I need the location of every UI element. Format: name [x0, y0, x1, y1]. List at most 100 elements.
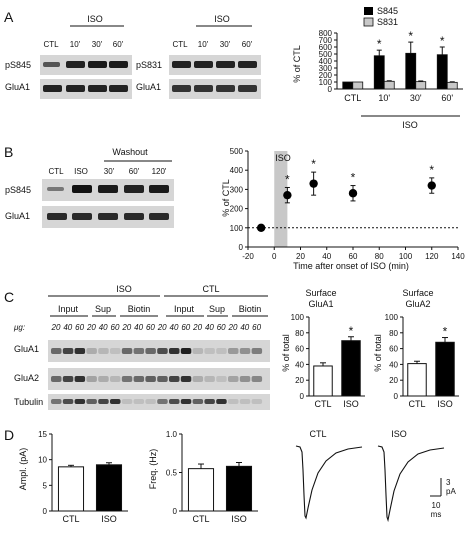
chart-c1-title-1: Surface: [305, 288, 336, 298]
panel-letter-b: B: [4, 144, 13, 160]
chart-a-ytick-label: 700: [319, 36, 333, 45]
legend-swatch-s831: [363, 17, 374, 27]
blotc-band: [239, 348, 251, 354]
blotc-band: [192, 348, 204, 354]
blotc-band: [121, 348, 133, 354]
chart-d1-ytick-label: 15: [38, 430, 47, 439]
chart-b-ytick-label: 0: [239, 243, 244, 252]
blotc-band: [62, 399, 74, 404]
blotc-ug-value: 60: [252, 323, 261, 332]
chart-b-sig-star: *: [285, 172, 290, 186]
blot2-lane-30: 30': [220, 40, 231, 49]
blotb-group-label: Washout: [112, 147, 148, 157]
chart-a-sig-star: *: [440, 34, 445, 48]
blotc-band: [62, 348, 74, 354]
blotb-lane-iso: ISO: [74, 167, 88, 176]
chart-a-sig-star: *: [408, 29, 413, 43]
chart-d1-ytick-label: 5: [43, 481, 48, 490]
chart-b-xlabel: Time after onset of ISO (min): [293, 261, 409, 271]
blotc-band: [157, 399, 168, 404]
chart-c1-ytick-label: 40: [295, 360, 304, 369]
chart-d2-ytick-label: 0: [173, 507, 178, 516]
blot1-lane-ctl: CTL: [43, 40, 59, 49]
blotc-band: [228, 348, 239, 354]
chart-a-xcat: CTL: [344, 93, 361, 103]
blotc-row-glua1: GluA1: [14, 344, 39, 354]
blotb-lane-ctl: CTL: [48, 167, 64, 176]
blotc-ug-value: 40: [170, 323, 179, 332]
legend-label-s845: S845: [377, 6, 398, 16]
chart-c1: Surface GluA1 % of total 0 20 40 60 80 100 CTL…: [281, 288, 365, 409]
chart-b: % of CTL Time after onset of ISO (min) I…: [221, 147, 465, 271]
blotc-sub-sup-iso: Sup: [95, 304, 111, 314]
blot2-row-ps831: pS831: [136, 60, 162, 70]
blotc-band: [51, 348, 62, 354]
chart-d1-xcat: ISO: [101, 514, 117, 524]
chart-c1-xcat: CTL: [314, 399, 331, 409]
chart-c1-ytick-label: 60: [295, 345, 304, 354]
blotc-band: [145, 399, 156, 404]
chart-c1-xcat: ISO: [343, 399, 359, 409]
chart-c2-xcat: CTL: [408, 399, 425, 409]
chart-c1-sig-star: *: [349, 324, 354, 338]
chart-a-ytick-label: 500: [319, 50, 333, 59]
blot2-lane-ctl: CTL: [172, 40, 188, 49]
blotc-ug-value: 40: [205, 323, 214, 332]
chart-d1-xcat: CTL: [62, 514, 79, 524]
chart-d1-ytick-label: 0: [43, 507, 48, 516]
blotc-band: [133, 348, 145, 354]
blotc-band: [121, 399, 133, 404]
chart-a-legend: S845 S831: [363, 6, 398, 27]
chart-c2-ylabel: % of total: [373, 334, 383, 372]
blotc-band: [251, 376, 263, 382]
chart-a-bar-s831: [446, 81, 458, 90]
chart-d2-xcat: ISO: [231, 514, 247, 524]
blotc-sub-biotin-iso: Biotin: [128, 304, 151, 314]
blotc-ug-value: 40: [134, 323, 143, 332]
blotc-band: [239, 399, 251, 404]
chart-a-xcat: 30': [410, 93, 422, 103]
blotc-band: [228, 376, 239, 382]
blotc-band: [157, 376, 168, 382]
panel-letter-a: A: [4, 9, 14, 25]
chart-c1-bar-ctl: [313, 365, 333, 397]
chart-b-xtick-label: 140: [451, 252, 465, 261]
chart-b-ytick-label: 400: [230, 166, 244, 175]
blotc-band: [86, 399, 97, 404]
blotb-lane-60: 60': [129, 167, 140, 176]
blot1-row-ps845: pS845: [5, 60, 31, 70]
blot2-lane-10: 10': [198, 40, 209, 49]
panel-b-blot: Washout CTL ISO 30' 60' 120' pS845 GluA1: [5, 147, 174, 228]
blotc-ug-value: 40: [240, 323, 249, 332]
chart-c2-bar-ctl: [407, 363, 427, 397]
blotc-band: [51, 376, 62, 382]
chart-d2-ytick-label: 0.5: [166, 469, 178, 478]
blotc-ug-value: 60: [217, 323, 226, 332]
chart-c2-ytick-label: 20: [389, 376, 398, 385]
blotc-ug-values: 20 40 60 20 40 60 20 40 60 20 40 60 20 40 60 20 40 60: [51, 323, 262, 332]
panel-letter-c: C: [4, 289, 14, 305]
blotb-lane-120: 120': [152, 167, 167, 176]
chart-a-group-label: ISO: [402, 120, 418, 130]
panel-a-blot-2: ISO CTL 10' 30' 60' pS831 GluA1: [136, 14, 261, 99]
chart-c1-ytick-label: 100: [291, 313, 305, 322]
chart-a-ytick-label: 800: [319, 29, 333, 38]
blot1-row-glua1: GluA1: [5, 82, 30, 92]
chart-b-xtick-label: 80: [375, 252, 384, 261]
chart-a-bar-s831: [383, 80, 395, 90]
chart-a-xcat: 60': [441, 93, 453, 103]
blotb-row-glua1: GluA1: [5, 211, 30, 221]
chart-a-ytick-label: 300: [319, 64, 333, 73]
chart-d2-ytick-label: 1.0: [166, 430, 178, 439]
blotc-band: [239, 376, 251, 382]
blotc-band: [51, 399, 62, 404]
blotc-band: [169, 348, 180, 354]
blotc-band: [110, 348, 121, 354]
blotc-band: [62, 376, 74, 382]
trace-label-iso: ISO: [391, 429, 407, 439]
blotc-band: [216, 348, 227, 354]
blotc-band: [86, 348, 97, 354]
blotc-row-tubulin: Tubulin: [14, 397, 43, 407]
blotc-ug-value: 20: [192, 323, 202, 332]
